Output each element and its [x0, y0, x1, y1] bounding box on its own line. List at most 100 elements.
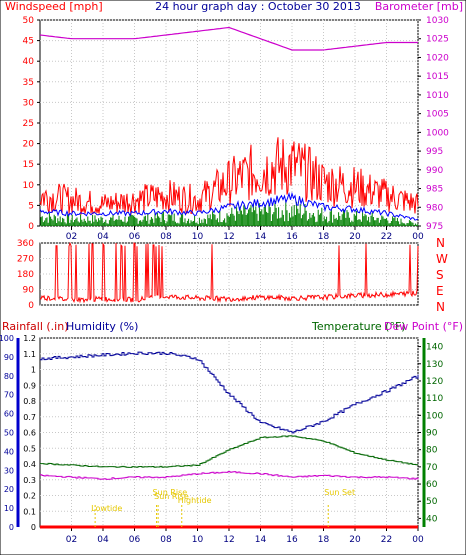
- climate-xtick-label: 08: [160, 535, 172, 545]
- humidity-tick-label: 50: [4, 429, 14, 438]
- compass-label: N: [436, 300, 445, 314]
- windspeed-axis-label: Windspeed [mph]: [5, 0, 103, 13]
- barometer-line: [39, 26, 418, 51]
- windspeed-tick-label: 45: [23, 37, 34, 47]
- wind-xtick-label: 22: [381, 232, 392, 242]
- humidity-tick-label: 20: [4, 485, 14, 494]
- rainfall-tick-label: 0.2: [23, 492, 36, 501]
- humidity-tick-label: 30: [4, 466, 14, 475]
- windspeed-tick-label: 20: [23, 140, 35, 150]
- rainfall-tick-label: 0.4: [23, 460, 36, 469]
- event-label: Hightide: [178, 496, 212, 505]
- event-label: Sun Set: [324, 488, 355, 497]
- climate-xtick-label: 00: [412, 535, 424, 545]
- event-label: Sun Rise: [154, 492, 189, 501]
- temperature-tick-label: 120: [426, 377, 443, 387]
- climate-xtick-label: 04: [97, 535, 109, 545]
- windspeed-tick-label: 5: [28, 201, 34, 211]
- humidity-tick-label: 40: [4, 447, 14, 456]
- compass-label: E: [436, 284, 444, 298]
- windspeed-tick-label: 30: [23, 98, 35, 108]
- rainfall-tick-label: 0.5: [23, 444, 36, 453]
- barometer-tick-label: 990: [426, 166, 443, 176]
- windspeed-tick-label: 35: [23, 78, 34, 88]
- wind-xtick-label: 18: [318, 232, 330, 242]
- barometer-tick-label: 1005: [426, 110, 449, 120]
- chart-title: 24 hour graph day : October 30 2013: [155, 0, 361, 13]
- climate-xtick-label: 16: [286, 535, 298, 545]
- dewpoint-axis-label: Dew Point (°F): [384, 320, 463, 333]
- windspeed-tick-label: 10: [23, 181, 35, 191]
- direction-tick-label: 0: [28, 301, 34, 311]
- windspeed-tick-label: 25: [23, 119, 34, 129]
- rainfall-tick-label: 0.8: [23, 397, 36, 406]
- wind-xtick-label: 08: [160, 232, 172, 242]
- rainfall-tick-label: 0.1: [23, 507, 36, 516]
- barometer-tick-label: 1015: [426, 72, 449, 82]
- rainfall-tick-label: 1.1: [23, 350, 36, 359]
- wind-xtick-label: 12: [223, 232, 234, 242]
- rainfall-tick-label: 1.2: [23, 334, 36, 343]
- wind-direction-line: [39, 242, 419, 304]
- climate-xtick-label: 06: [129, 535, 141, 545]
- wind-average-line: [39, 191, 419, 221]
- dewpoint-line: [40, 471, 419, 480]
- barometer-tick-label: 985: [426, 185, 443, 195]
- humidity-tick-label: 70: [4, 391, 14, 400]
- wind-xtick-label: 10: [192, 232, 204, 242]
- barometer-tick-label: 975: [426, 222, 443, 232]
- climate-xtick-label: 22: [381, 535, 392, 545]
- temperature-tick-label: 80: [426, 446, 438, 456]
- climate-xtick-label: 12: [223, 535, 234, 545]
- humidity-axis-label: Humidity (%): [66, 320, 138, 333]
- rainfall-tick-label: 0.7: [23, 413, 36, 422]
- temperature-tick-label: 50: [426, 497, 438, 507]
- wind-xtick-label: 02: [66, 232, 77, 242]
- barometer-tick-label: 1030: [426, 16, 449, 26]
- windspeed-tick-label: 0: [28, 222, 34, 232]
- direction-tick-label: 360: [17, 239, 34, 249]
- climate-xtick-label: 20: [349, 535, 361, 545]
- windspeed-tick-label: 15: [23, 160, 34, 170]
- climate-xtick-label: 10: [192, 535, 204, 545]
- climate-xtick-label: 14: [255, 535, 267, 545]
- temperature-axis-label: Temperature (°F): [311, 320, 406, 333]
- temperature-tick-label: 100: [426, 411, 443, 421]
- direction-tick-label: 270: [17, 255, 34, 265]
- humidity-tick-label: 60: [4, 410, 14, 419]
- rainfall-tick-label: 1: [31, 366, 36, 375]
- barometer-tick-label: 1010: [426, 91, 449, 101]
- barometer-tick-label: 980: [426, 203, 443, 213]
- barometer-tick-label: 995: [426, 147, 443, 157]
- rainfall-tick-label: 0: [31, 523, 36, 532]
- barometer-tick-label: 1000: [426, 128, 449, 138]
- wind-bars: [40, 200, 419, 226]
- barometer-tick-label: 1025: [426, 35, 449, 45]
- temperature-tick-label: 140: [426, 343, 443, 353]
- windspeed-tick-label: 50: [23, 16, 35, 26]
- temperature-tick-label: 90: [426, 429, 438, 439]
- humidity-line: [40, 351, 419, 434]
- wind-xtick-label: 06: [129, 232, 141, 242]
- rainfall-tick-label: 0.3: [23, 476, 36, 485]
- climate-xtick-label: 02: [66, 535, 77, 545]
- humidity-tick-label: 10: [4, 504, 14, 513]
- compass-label: S: [436, 268, 444, 282]
- wind-xtick-label: 04: [97, 232, 109, 242]
- wind-xtick-label: 16: [286, 232, 298, 242]
- climate-xtick-label: 18: [318, 535, 330, 545]
- wind-xtick-label: 00: [412, 232, 424, 242]
- compass-label: N: [436, 236, 445, 250]
- chart-marks: 0510152025303540455097598098599099510001…: [0, 16, 449, 545]
- humidity-tick-label: 80: [4, 372, 14, 381]
- humidity-tick-label: 0: [9, 523, 14, 532]
- barometer-axis-label: Barometer [mb]: [375, 0, 463, 13]
- temperature-tick-label: 110: [426, 394, 443, 404]
- direction-tick-label: 180: [17, 270, 34, 280]
- compass-label: W: [436, 252, 448, 266]
- humidity-tick-label: 100: [0, 334, 14, 343]
- temperature-line: [40, 435, 419, 468]
- windspeed-tick-label: 40: [23, 57, 35, 67]
